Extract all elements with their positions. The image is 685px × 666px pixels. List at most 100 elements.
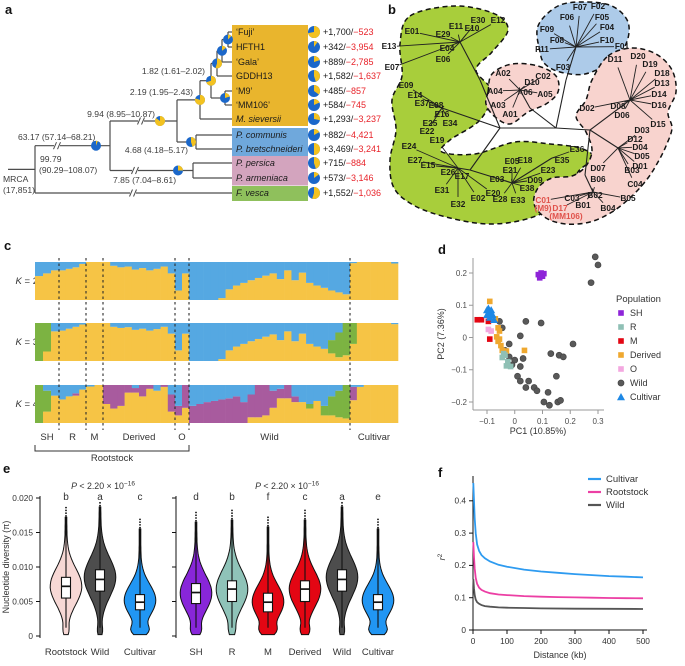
admixture-bar [298, 323, 307, 334]
tip-gene-family-pie [314, 85, 320, 95]
admixture-bar [131, 388, 140, 393]
taxon-label: E20 [486, 188, 501, 198]
y-axis-title: r2 [437, 553, 447, 560]
admixture-bar [167, 411, 176, 423]
population-group-label: SH [40, 432, 53, 443]
admixture-bar [313, 385, 322, 401]
tree-twig [566, 191, 594, 206]
admixture-bar [356, 323, 365, 361]
tree-twig [430, 107, 443, 126]
panel-letter-a: a [5, 2, 13, 17]
tree-tip-label: ‘Gala’ [236, 57, 259, 67]
population-group-label: Wild [260, 432, 278, 443]
admixture-bar [342, 418, 351, 423]
admixture-bar [328, 415, 336, 423]
branch-break-slash [137, 117, 141, 125]
admixture-bar [247, 280, 256, 300]
outlier-dot [231, 517, 233, 520]
admixture-bar [59, 262, 67, 271]
tree-twig [586, 191, 594, 200]
admixture-bar [131, 329, 140, 361]
admixture-bar [298, 272, 307, 300]
admixture-bar [189, 385, 197, 406]
taxon-label: C03 [564, 193, 580, 203]
admixture-bar [254, 338, 263, 361]
tree-twig [575, 23, 597, 48]
tree-tip-label: GDDH13 [236, 71, 273, 81]
branch-break [130, 188, 136, 198]
admixture-bar [356, 262, 365, 300]
admixture-bar [254, 277, 263, 300]
admixture-bar [269, 273, 278, 300]
tree-trunk [584, 129, 591, 176]
significance-letter: d [193, 492, 199, 503]
admixture-bar [51, 262, 60, 271]
taxon-label: A05 [537, 89, 553, 99]
admixture-bar [146, 323, 154, 331]
scatter-point-derived [521, 347, 528, 354]
tree-twig [566, 46, 577, 62]
legend-marker-cultivar [617, 393, 625, 401]
node-pie [222, 45, 227, 51]
outlier-dot [99, 504, 101, 507]
admixture-bar [269, 323, 278, 335]
panel-letter-b: b [388, 2, 396, 17]
taxon-label: D19 [642, 59, 658, 69]
panel-letter-d: d [438, 242, 446, 257]
taxon-label: E28 [493, 194, 508, 204]
gene-family-counts: +882/−4,421 [323, 130, 374, 140]
tree-twig [457, 167, 488, 190]
outlier-dot [65, 512, 67, 515]
scatter-point-cultivar [489, 315, 498, 323]
admixture-bar [167, 333, 176, 361]
admixture-bar [139, 396, 147, 423]
admixture-bar [182, 262, 190, 274]
admixture-bar [167, 385, 176, 395]
scatter-point-r [499, 354, 506, 361]
scatter-point-cultivar [485, 313, 494, 321]
population-group-label: R [69, 432, 76, 443]
admixture-bar [232, 396, 241, 423]
admixture-bar [124, 262, 133, 267]
taxon-label: F01 [615, 41, 630, 51]
boxplot-box [336, 569, 348, 592]
outlier-dot [304, 509, 306, 512]
taxon-label: E23 [541, 165, 556, 175]
gene-family-counts: +3,469/−3,241 [323, 144, 381, 154]
blob-bcd-group [532, 47, 677, 226]
taxon-label: F04 [600, 22, 615, 32]
admixture-bar [284, 262, 292, 271]
admixture-bar [320, 385, 329, 406]
tree-twig [550, 191, 594, 200]
admixture-bar [240, 385, 248, 403]
tree-twig [602, 147, 619, 164]
boxplot-box [299, 580, 311, 603]
panel-letter-c: c [4, 238, 12, 253]
admixture-bar [328, 385, 336, 397]
tree-twig [441, 107, 448, 117]
admixture-bar [284, 385, 292, 399]
tree-twig [553, 33, 577, 48]
admixture-bar [203, 262, 212, 300]
taxon-label: A04 [487, 86, 503, 96]
taxon-label: D14 [651, 89, 667, 99]
tree-twig [503, 182, 513, 194]
admixture-bar [350, 386, 358, 401]
boxplot-box [190, 583, 202, 605]
scatter-point-r [503, 363, 510, 369]
scatter-point-wild [553, 372, 560, 380]
y-tick-label: 0.005 [12, 596, 33, 606]
admixture-bar [225, 398, 234, 423]
admixture-bar [232, 285, 241, 300]
tree-trunk [457, 167, 471, 171]
mrca-label: MRCA [3, 174, 29, 184]
tree-trunk [584, 174, 594, 193]
admixture-bar [232, 346, 241, 361]
scatter-point-wild [516, 363, 524, 370]
admixture-bar [110, 408, 118, 423]
taxon-label: D06 [614, 110, 630, 120]
y-tick-label: 0 [463, 333, 468, 342]
admixture-bar [391, 324, 399, 361]
tree-twig [549, 46, 577, 50]
taxon-label: E37 [415, 98, 430, 108]
